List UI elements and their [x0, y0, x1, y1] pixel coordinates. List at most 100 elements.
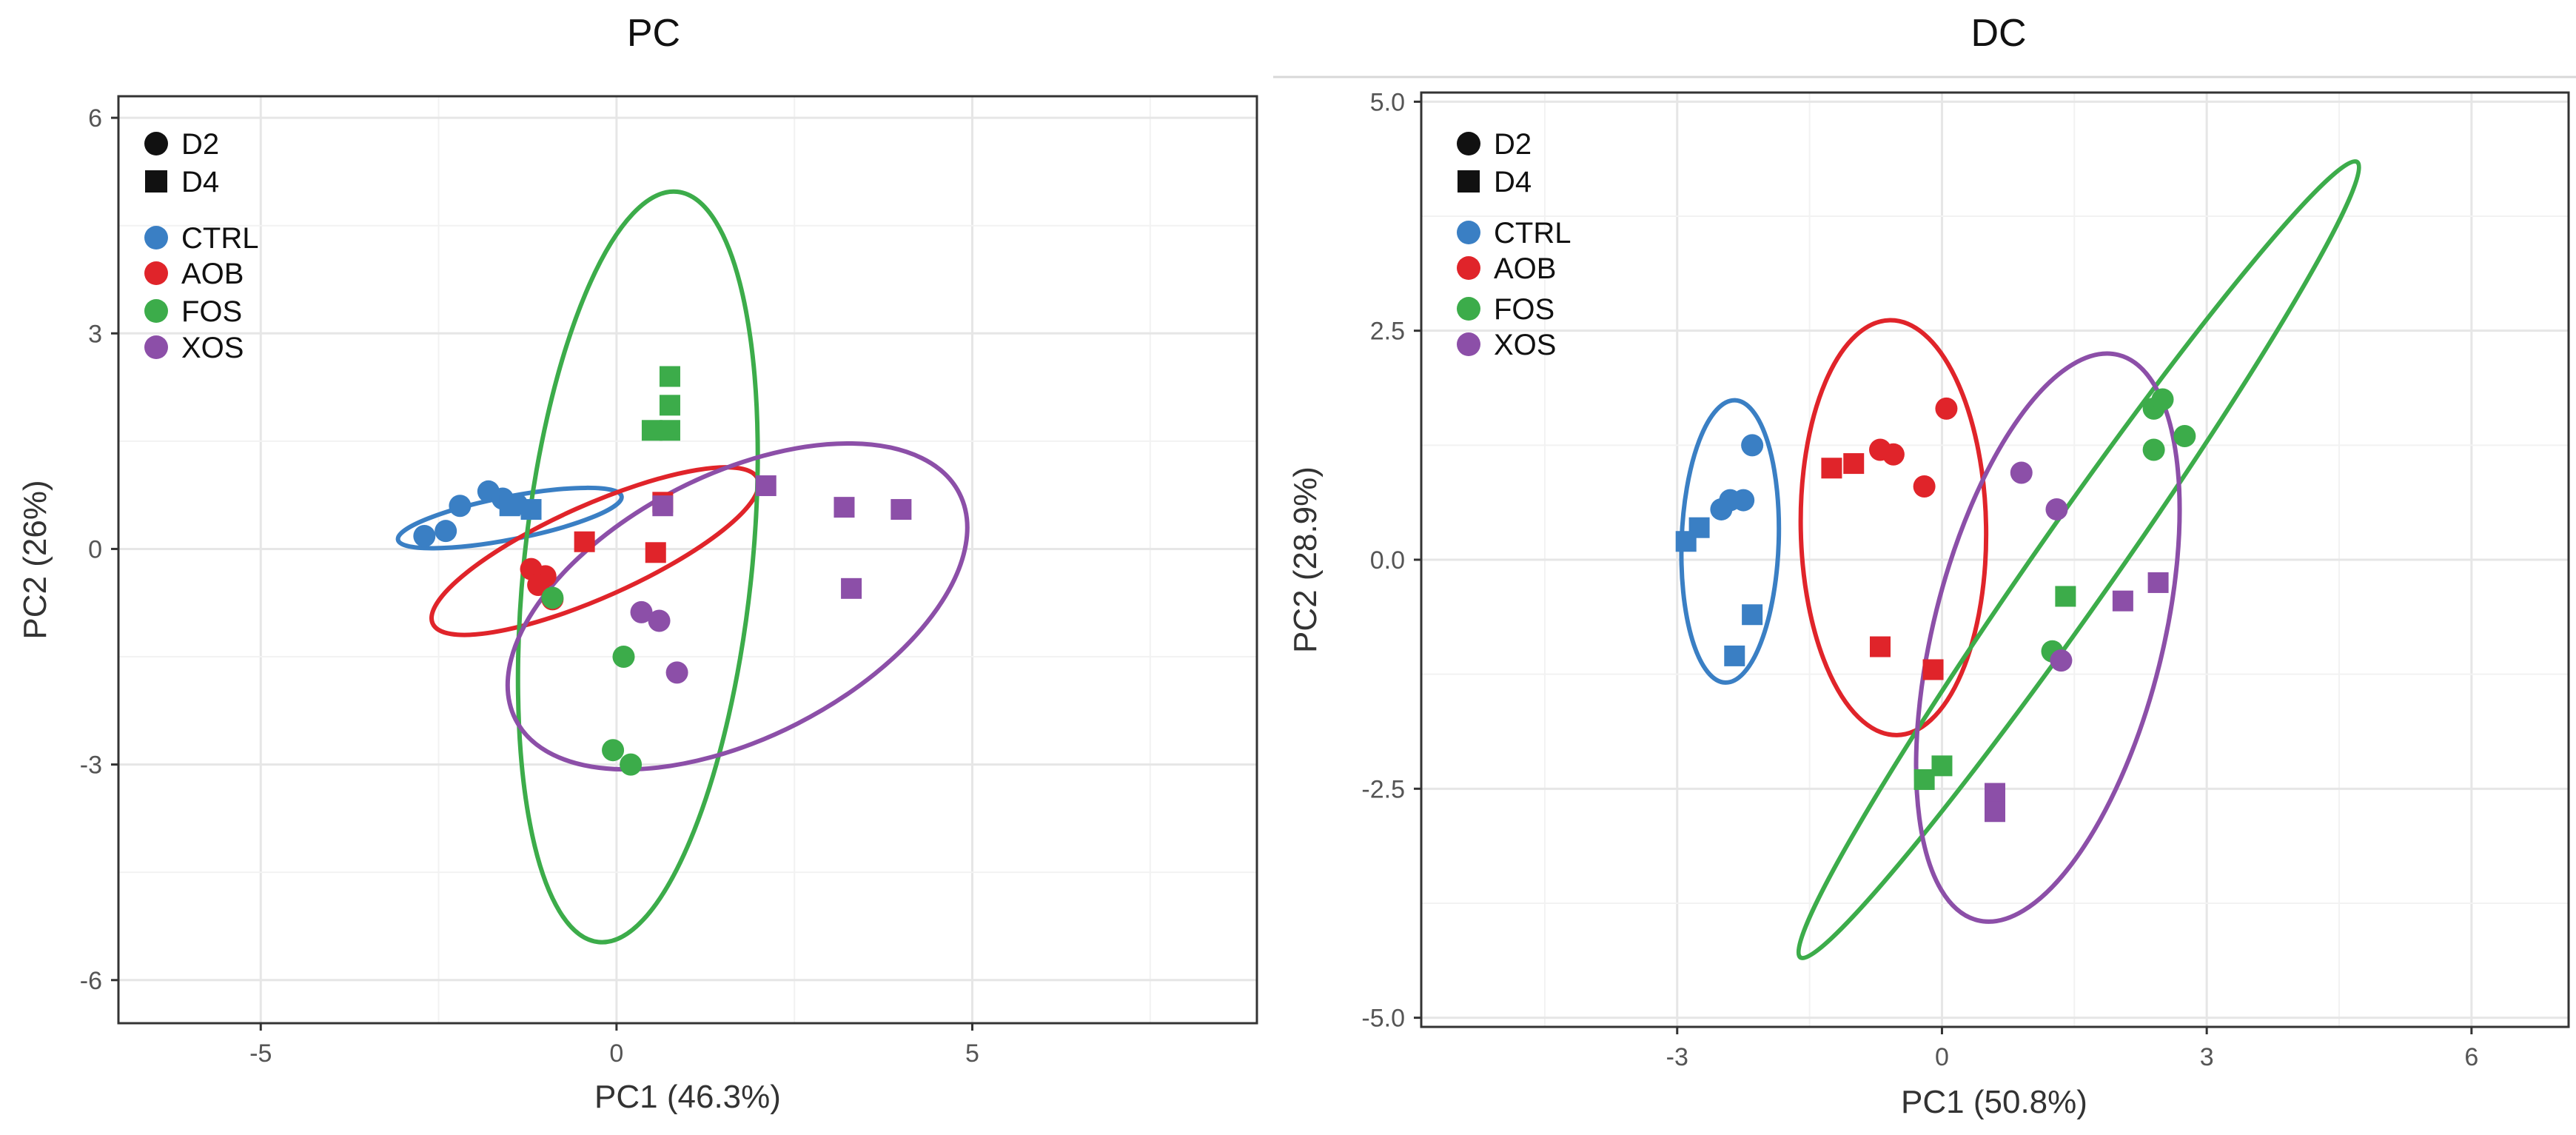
point-fos-d4	[659, 420, 680, 441]
confidence-ellipse-fos	[515, 189, 760, 945]
legend-d4-label: D4	[1494, 166, 1532, 198]
point-xos-d4	[755, 475, 777, 497]
legend-fos-label: FOS	[1494, 293, 1554, 326]
legend-xos-marker	[144, 335, 168, 359]
chart-title: DC	[1970, 12, 2026, 55]
point-xos-d4	[890, 499, 912, 520]
legend: D2 D4 CTRL AOB FOS XOS	[1457, 128, 1571, 361]
legend-xos-label: XOS	[181, 332, 244, 364]
point-aob-d4	[1843, 453, 1865, 475]
point-ctrl-d4	[1742, 604, 1763, 626]
legend-d2-marker	[1457, 132, 1480, 155]
y-tick-label: -6	[80, 967, 102, 995]
x-axis-label: PC1 (46.3%)	[594, 1079, 781, 1115]
legend-d4-marker	[1458, 170, 1480, 192]
legend-xos-label: XOS	[1494, 329, 1556, 361]
x-tick-label: -3	[1666, 1043, 1688, 1071]
confidence-ellipse-xos	[1913, 351, 2182, 924]
legend-ctrl-label: CTRL	[181, 222, 258, 255]
point-ctrl-d4	[1724, 645, 1745, 666]
point-xos-d2	[648, 609, 671, 632]
legend-ctrl-marker	[1457, 221, 1480, 244]
point-xos-d2	[2045, 498, 2068, 520]
y-axis-label: PC2 (28.9%)	[1287, 466, 1324, 653]
y-tick-label: 2.5	[1370, 318, 1405, 346]
point-fos-d2	[602, 739, 625, 762]
point-fos-d4	[659, 395, 680, 416]
point-ctrl-d2	[435, 520, 457, 543]
x-tick-label: 5	[965, 1039, 979, 1068]
point-fos-d4	[1913, 769, 1935, 790]
point-aob-d2	[527, 573, 550, 596]
panel-pc: PC -5 0 5 -6 -3 0 3 6 PC1 (46.3%) PC2 (26%) D2 …	[17, 12, 1258, 1115]
x-tick-label: 3	[2200, 1043, 2214, 1071]
confidence-ellipse-aob	[1798, 318, 1989, 737]
point-xos-d2	[2010, 461, 2033, 484]
point-xos-d4	[1985, 783, 2005, 804]
point-xos-d2	[2050, 649, 2073, 672]
point-fos-d2	[620, 753, 643, 776]
point-fos-d2	[612, 646, 635, 669]
point-ctrl-d2	[449, 495, 472, 518]
point-ctrl-d2	[413, 524, 436, 547]
point-ctrl-d4	[520, 499, 542, 520]
point-aob-d4	[645, 542, 666, 563]
point-ctrl-d2	[1741, 434, 1764, 457]
legend: D2 D4 CTRL AOB FOS XOS	[144, 128, 258, 364]
point-ctrl-d2	[1710, 498, 1733, 520]
point-aob-d4	[1821, 458, 1842, 479]
point-ctrl-d4	[1688, 517, 1710, 538]
x-tick-label: 6	[2464, 1043, 2478, 1071]
y-tick-label: 0.0	[1370, 546, 1405, 575]
point-xos-d2	[665, 661, 688, 684]
point-aob-d4	[1870, 636, 1891, 657]
point-fos-d4	[659, 366, 680, 387]
point-fos-d4	[2055, 586, 2076, 607]
point-fos-d4	[641, 420, 663, 441]
point-aob-d2	[1882, 443, 1905, 466]
point-fos-d4	[1931, 755, 1953, 777]
y-tick-label: -3	[80, 751, 102, 780]
y-axis-label: PC2 (26%)	[17, 480, 53, 639]
legend-aob-marker	[1457, 256, 1480, 280]
point-aob-d2	[1935, 397, 1958, 420]
point-fos-d2	[2142, 438, 2165, 461]
point-fos-d2	[541, 586, 564, 609]
legend-xos-marker	[1457, 332, 1480, 356]
y-tick-label: -5.0	[1361, 1005, 1405, 1033]
legend-aob-label: AOB	[1494, 252, 1556, 285]
y-tick-label: 3	[88, 320, 102, 348]
legend-aob-marker	[144, 261, 168, 285]
confidence-ellipse-xos	[505, 441, 970, 772]
legend-d2-label: D2	[181, 128, 219, 161]
point-ctrl-d4	[499, 495, 520, 517]
point-aob-d2	[1913, 475, 1936, 498]
plot-area	[117, 95, 1258, 1025]
legend-d2-label: D2	[1494, 128, 1532, 161]
x-axis-label: PC1 (50.8%)	[1901, 1084, 2087, 1120]
legend-ctrl-marker	[144, 226, 168, 250]
legend-ctrl-label: CTRL	[1494, 217, 1571, 250]
panel-dc: DC -3 0 3 6 -5.0 -2.5 0.0 2.5 5.0 PC1 (50.8%) PC…	[1287, 12, 2570, 1120]
y-tick-label: 5.0	[1370, 88, 1405, 116]
point-fos-d2	[2173, 424, 2196, 447]
point-aob-d4	[574, 531, 595, 552]
point-xos-d4	[2112, 590, 2133, 612]
point-fos-d2	[2151, 388, 2174, 411]
legend-d4-marker	[145, 170, 167, 192]
legend-fos-marker	[144, 299, 168, 323]
point-xos-d4	[841, 577, 862, 599]
legend-fos-marker	[1457, 297, 1480, 321]
x-tick-label: -5	[249, 1039, 272, 1068]
x-tick-label: 0	[1935, 1043, 1949, 1071]
point-aob-d4	[1922, 659, 1944, 680]
chart-title: PC	[627, 12, 680, 55]
point-xos-d2	[630, 600, 653, 623]
legend-fos-label: FOS	[181, 295, 242, 328]
y-tick-label: -2.5	[1361, 775, 1405, 803]
y-tick-label: 6	[88, 104, 102, 133]
legend-d2-marker	[144, 132, 168, 155]
point-xos-d4	[652, 495, 674, 517]
point-xos-d4	[833, 497, 855, 518]
